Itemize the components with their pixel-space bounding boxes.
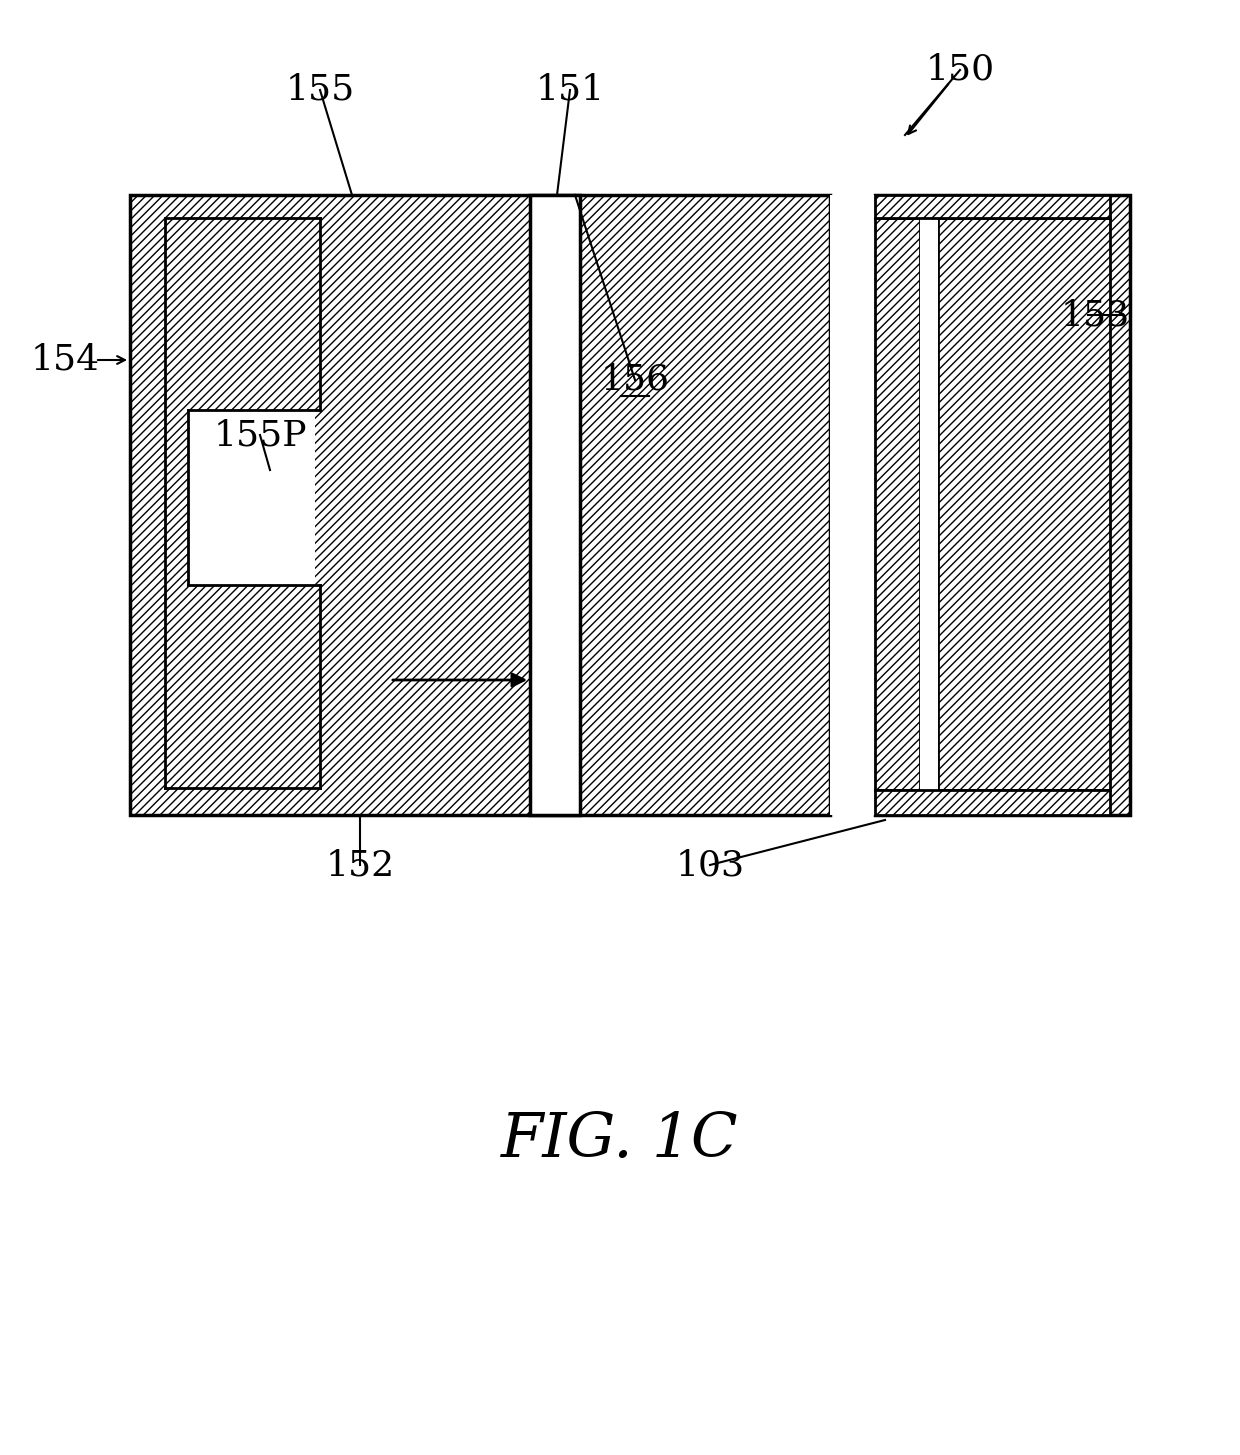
Text: 151: 151 [536,73,605,108]
Text: 103: 103 [676,848,744,882]
Bar [920,218,937,790]
Bar [529,195,580,815]
Bar [875,195,1130,815]
Text: 154: 154 [31,343,99,377]
Text: 155: 155 [285,73,355,108]
Bar [875,790,1110,815]
Text: FIG. 1C: FIG. 1C [501,1110,739,1170]
Bar [875,195,1110,218]
Text: 152: 152 [325,848,394,882]
Text: 156: 156 [600,362,670,397]
Bar [130,195,830,815]
Text: 153: 153 [1060,298,1130,332]
Text: 155P: 155P [213,418,306,453]
Text: 150: 150 [925,52,994,87]
Bar [188,410,315,585]
Bar [875,218,920,790]
Bar [937,218,1110,790]
Bar [830,195,875,815]
